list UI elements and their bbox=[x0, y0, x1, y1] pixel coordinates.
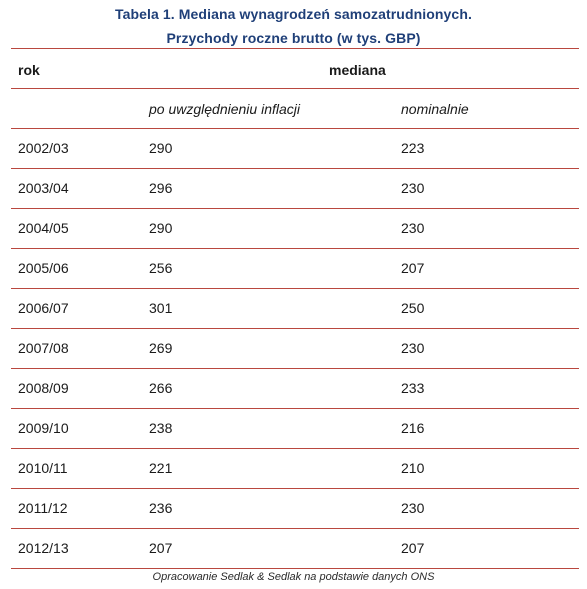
subheader-rule bbox=[11, 128, 579, 129]
cell-rok: 2002/03 bbox=[18, 140, 69, 156]
cell-inflation: 301 bbox=[149, 300, 173, 316]
row-rule bbox=[11, 248, 579, 249]
table-row: 2012/13 207 207 bbox=[11, 529, 579, 568]
cell-rok: 2006/07 bbox=[18, 300, 69, 316]
cell-inflation: 290 bbox=[149, 140, 173, 156]
cell-nominal: 233 bbox=[401, 380, 425, 396]
table-title: Tabela 1. Mediana wynagrodzeń samozatrud… bbox=[115, 6, 472, 22]
cell-nominal: 207 bbox=[401, 260, 425, 276]
cell-rok: 2011/12 bbox=[18, 500, 68, 516]
header-row: rok mediana bbox=[11, 49, 579, 88]
column-header-nominal: nominalnie bbox=[401, 101, 469, 117]
cell-nominal: 230 bbox=[401, 500, 425, 516]
row-rule bbox=[11, 408, 579, 409]
cell-rok: 2007/08 bbox=[18, 340, 69, 356]
table-row: 2006/07 301 250 bbox=[11, 289, 579, 328]
table-row: 2008/09 266 233 bbox=[11, 369, 579, 408]
table-row: 2003/04 296 230 bbox=[11, 169, 579, 208]
cell-nominal: 207 bbox=[401, 540, 425, 556]
cell-nominal: 230 bbox=[401, 180, 425, 196]
source-note: Opracowanie Sedlak & Sedlak na podstawie… bbox=[152, 571, 435, 583]
table-subtitle: Przychody roczne brutto (w tys. GBP) bbox=[166, 30, 421, 46]
table-row: 2005/06 256 207 bbox=[11, 249, 579, 288]
cell-inflation: 256 bbox=[149, 260, 173, 276]
cell-nominal: 223 bbox=[401, 140, 425, 156]
cell-inflation: 269 bbox=[149, 340, 173, 356]
cell-inflation: 221 bbox=[149, 460, 173, 476]
row-rule bbox=[11, 528, 579, 529]
row-rule bbox=[11, 368, 579, 369]
cell-inflation: 238 bbox=[149, 420, 173, 436]
table-top-rule bbox=[11, 48, 579, 49]
header-rule bbox=[11, 88, 579, 89]
table-row: 2011/12 236 230 bbox=[11, 489, 579, 528]
cell-rok: 2005/06 bbox=[18, 260, 69, 276]
table-row: 2002/03 290 223 bbox=[11, 129, 579, 168]
column-header-inflation: po uwzględnieniu inflacji bbox=[149, 101, 300, 117]
cell-nominal: 230 bbox=[401, 220, 425, 236]
row-rule bbox=[11, 328, 579, 329]
salary-table: rok mediana po uwzględnieniu inflacji no… bbox=[11, 48, 579, 569]
cell-rok: 2008/09 bbox=[18, 380, 69, 396]
cell-rok: 2010/11 bbox=[18, 460, 68, 476]
table-body: 2002/03 290 223 2003/04 296 230 2004/05 290 230 2… bbox=[11, 129, 579, 569]
cell-rok: 2012/13 bbox=[18, 540, 69, 556]
row-rule bbox=[11, 288, 579, 289]
table-row: 2009/10 238 216 bbox=[11, 409, 579, 448]
row-rule bbox=[11, 568, 579, 569]
cell-nominal: 216 bbox=[401, 420, 425, 436]
column-header-rok: rok bbox=[18, 62, 40, 78]
cell-inflation: 207 bbox=[149, 540, 173, 556]
table-row: 2004/05 290 230 bbox=[11, 209, 579, 248]
cell-rok: 2004/05 bbox=[18, 220, 69, 236]
cell-rok: 2009/10 bbox=[18, 420, 69, 436]
cell-nominal: 230 bbox=[401, 340, 425, 356]
subheader-row: po uwzględnieniu inflacji nominalnie bbox=[11, 89, 579, 128]
table-row: 2010/11 221 210 bbox=[11, 449, 579, 488]
cell-inflation: 236 bbox=[149, 500, 173, 516]
row-rule bbox=[11, 168, 579, 169]
row-rule bbox=[11, 208, 579, 209]
table-row: 2007/08 269 230 bbox=[11, 329, 579, 368]
row-rule bbox=[11, 488, 579, 489]
cell-rok: 2003/04 bbox=[18, 180, 69, 196]
cell-inflation: 290 bbox=[149, 220, 173, 236]
cell-inflation: 296 bbox=[149, 180, 173, 196]
cell-inflation: 266 bbox=[149, 380, 173, 396]
cell-nominal: 250 bbox=[401, 300, 425, 316]
row-rule bbox=[11, 448, 579, 449]
column-header-mediana: mediana bbox=[329, 62, 386, 78]
cell-nominal: 210 bbox=[401, 460, 425, 476]
